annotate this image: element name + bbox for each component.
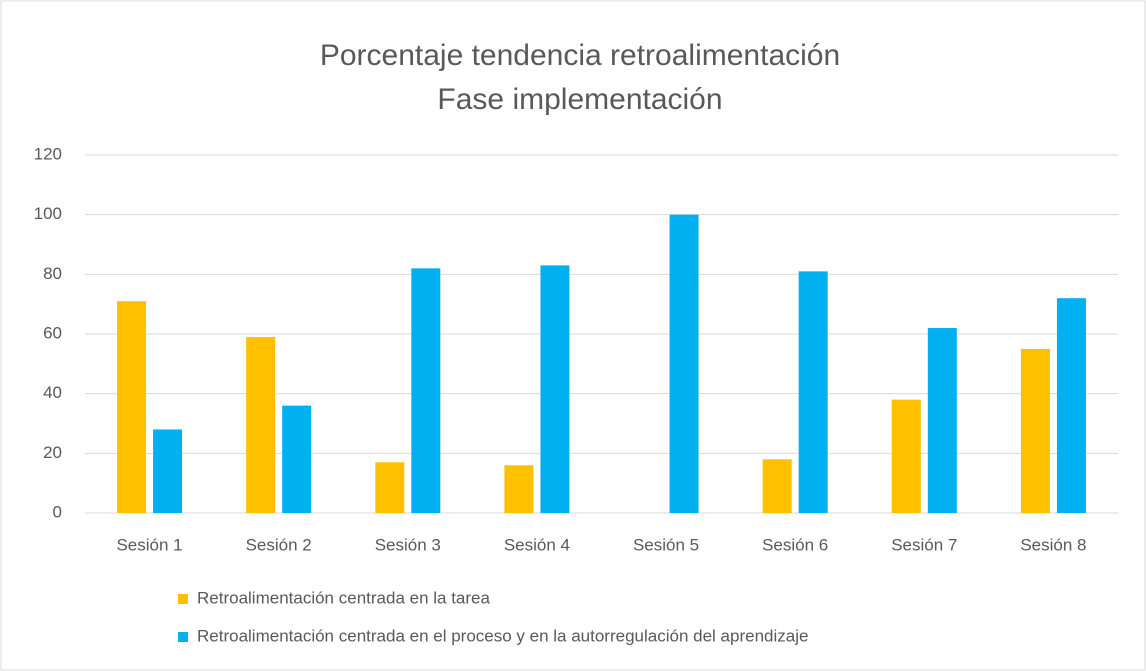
y-tick-label: 20 <box>43 443 62 462</box>
bar <box>798 271 828 513</box>
chart-title: Porcentaje tendencia retroalimentación <box>320 39 840 72</box>
x-tick-label: Sesión 1 <box>116 535 182 554</box>
bar <box>540 265 570 513</box>
y-tick-label: 0 <box>53 502 62 521</box>
x-tick-label: Sesión 8 <box>1020 535 1086 554</box>
bar <box>282 405 312 513</box>
x-tick-label: Sesión 3 <box>375 535 441 554</box>
x-tick-label: Sesión 6 <box>762 535 828 554</box>
legend-swatch <box>178 594 188 604</box>
chart-title: Fase implementación <box>437 83 722 116</box>
bar <box>246 336 276 513</box>
legend-label: Retroalimentación centrada en la tarea <box>197 588 490 607</box>
legend-label: Retroalimentación centrada en el proceso… <box>197 626 808 645</box>
y-tick-label: 100 <box>34 204 62 223</box>
bar <box>504 465 534 513</box>
x-tick-label: Sesión 4 <box>504 535 570 554</box>
y-tick-label: 40 <box>43 383 62 402</box>
bar <box>117 301 147 513</box>
bar <box>669 214 699 513</box>
y-tick-label: 80 <box>43 264 62 283</box>
bar <box>1020 348 1050 513</box>
bar <box>891 399 921 513</box>
legend-swatch <box>178 632 188 642</box>
bar <box>375 462 405 513</box>
bar <box>1056 298 1086 513</box>
x-tick-label: Sesión 5 <box>633 535 699 554</box>
bar <box>153 429 183 513</box>
y-tick-label: 120 <box>34 144 62 163</box>
x-tick-label: Sesión 7 <box>891 535 957 554</box>
bar <box>411 268 441 513</box>
bar <box>927 328 957 513</box>
x-tick-label: Sesión 2 <box>246 535 312 554</box>
y-tick-label: 60 <box>43 323 62 342</box>
bar <box>762 459 792 513</box>
